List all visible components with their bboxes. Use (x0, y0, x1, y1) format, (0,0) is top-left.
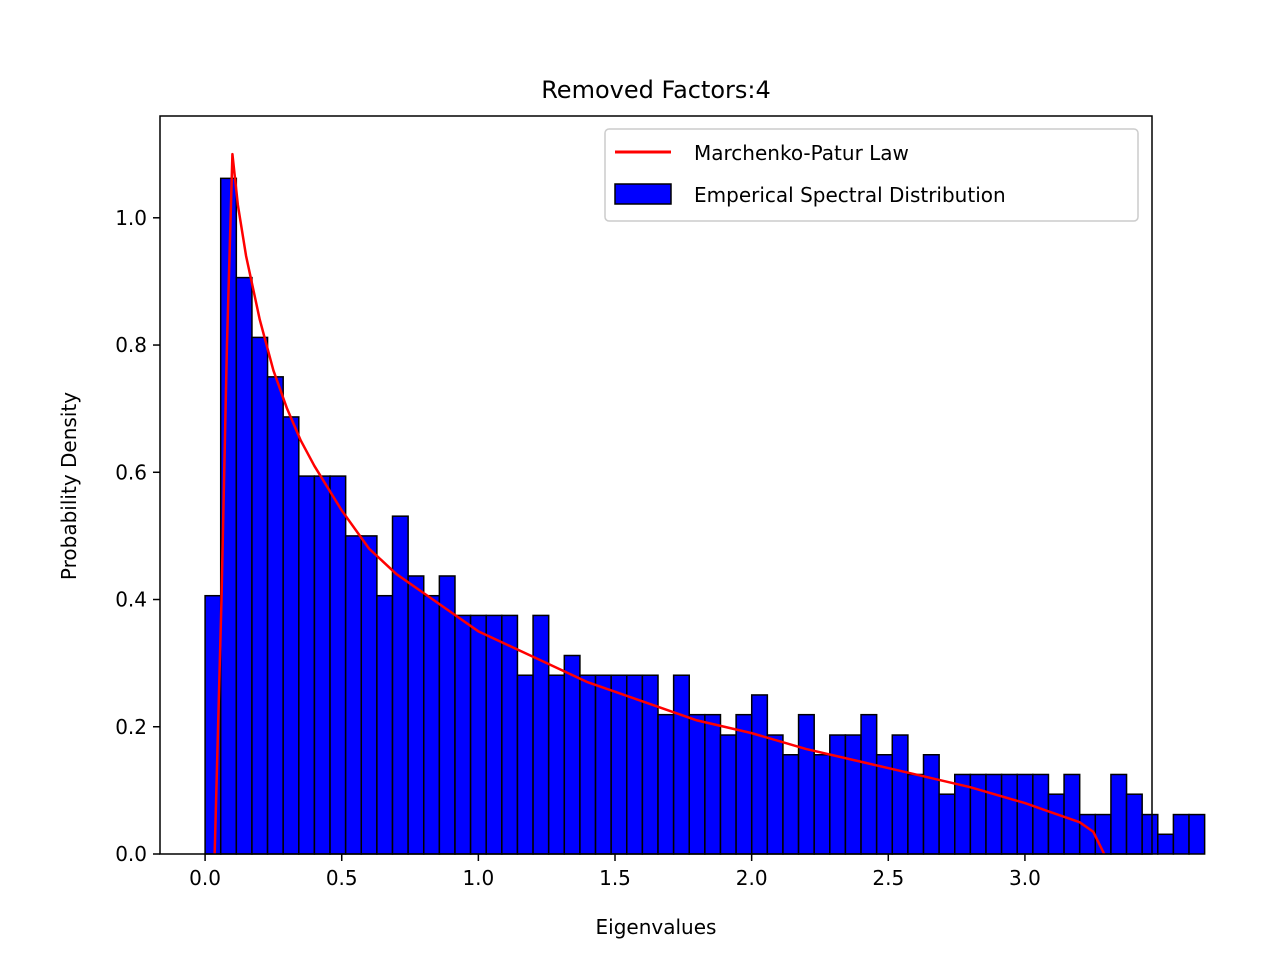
histogram-bar (485, 614, 503, 855)
histogram-bar (1125, 793, 1143, 855)
histogram-bar (313, 475, 331, 855)
legend: Marchenko-Patur Law Emperical Spectral D… (604, 128, 1139, 222)
histogram-bar (516, 674, 534, 855)
y-tick-label: 0.8 (115, 333, 147, 357)
histogram-bar (344, 535, 363, 855)
histogram-bar (672, 674, 691, 855)
histogram-bar (407, 575, 425, 855)
histogram-bar (1047, 793, 1065, 855)
histogram-bar (1032, 773, 1050, 855)
histogram-bar (454, 614, 472, 855)
histogram-bar (1141, 813, 1159, 855)
histogram-bar (266, 376, 284, 855)
histogram-bar (1110, 773, 1128, 855)
histogram-bar (626, 674, 644, 855)
histogram-bar (1157, 833, 1175, 855)
histogram-bar (1016, 773, 1034, 855)
histogram-bar (235, 276, 253, 855)
histogram-bar (360, 535, 378, 855)
y-axis: 0.0 0.2 0.4 0.6 0.8 1.0 (115, 206, 160, 866)
histogram-bar (750, 694, 769, 855)
histogram-bar (969, 773, 987, 855)
histogram-bar (1172, 813, 1190, 855)
x-tick-label: 0.5 (326, 866, 358, 890)
histogram-bar (329, 475, 347, 855)
histogram-bar (1000, 773, 1018, 855)
histogram-bar (813, 754, 831, 855)
legend-label-curve: Marchenko-Patur Law (694, 141, 909, 165)
histogram-bar (1063, 773, 1081, 855)
histogram-bar (251, 336, 269, 855)
histogram-bar (719, 734, 737, 855)
histogram-bar (298, 475, 316, 855)
histogram-bar (735, 713, 753, 855)
x-tick-label: 0.0 (189, 866, 221, 890)
histogram-bar (438, 575, 456, 855)
histogram-bar (985, 773, 1003, 855)
histogram-bar (282, 416, 300, 855)
x-tick-label: 2.5 (872, 866, 904, 890)
y-tick-label: 0.6 (115, 460, 147, 484)
marchenko-patur-curve (213, 152, 1106, 855)
y-tick-label: 0.0 (115, 842, 147, 866)
y-axis-title: Probability Density (57, 392, 81, 580)
histogram-bar (579, 674, 597, 855)
histogram-bar (688, 713, 706, 855)
x-tick-label: 1.5 (599, 866, 631, 890)
legend-label-histogram: Emperical Spectral Distribution (694, 183, 1006, 207)
plot-frame (159, 115, 1153, 855)
histogram-bar (797, 713, 815, 855)
histogram-bar (844, 734, 862, 855)
histogram-bar (766, 734, 784, 855)
histogram-bar (907, 773, 925, 855)
histogram-bar (829, 734, 847, 855)
histogram-bar (376, 594, 394, 855)
histogram-bar (922, 754, 940, 855)
x-tick-label: 1.0 (462, 866, 494, 890)
histogram-bar (610, 674, 628, 855)
histogram-bar (422, 594, 441, 855)
x-tick-label: 2.0 (736, 866, 768, 890)
histogram-bar (704, 713, 722, 855)
histogram-bar (1094, 813, 1112, 855)
histogram-bar (532, 614, 550, 855)
histogram-bar (938, 793, 956, 855)
x-axis-title: Eigenvalues (596, 915, 717, 939)
x-tick-label: 3.0 (1009, 866, 1041, 890)
histogram-bar (891, 734, 909, 855)
x-axis: 0.0 0.5 1.0 1.5 2.0 2.5 3.0 (189, 854, 1041, 890)
histogram-bar (563, 654, 581, 855)
histogram-bar (1078, 813, 1097, 855)
histogram-bar (594, 674, 612, 855)
histogram-bar (547, 674, 566, 855)
chart-title: Removed Factors:4 (541, 76, 771, 104)
curve-layer (213, 152, 1106, 855)
histogram-bar (391, 515, 409, 855)
histogram-bar (657, 713, 675, 855)
histogram-bar (469, 614, 487, 855)
y-tick-label: 0.4 (115, 588, 147, 612)
histogram-bar (860, 713, 878, 855)
y-tick-label: 0.2 (115, 715, 147, 739)
histogram-bar (1188, 813, 1206, 855)
histogram-bar (501, 614, 519, 855)
y-tick-label: 1.0 (115, 206, 147, 230)
legend-bar-swatch (614, 183, 672, 205)
legend-box (604, 128, 1139, 222)
histogram-bar (782, 754, 800, 855)
